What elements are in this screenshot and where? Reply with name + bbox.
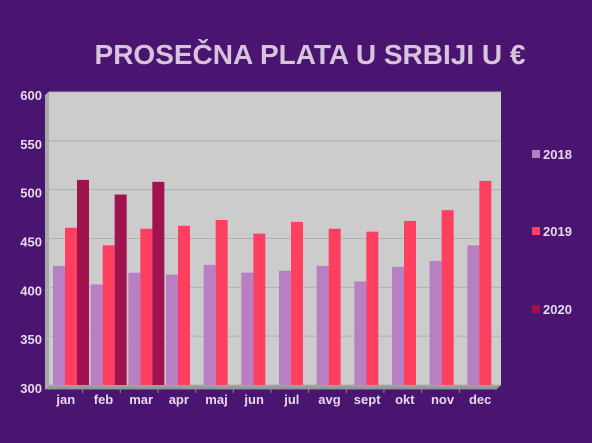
bar-2019-avg	[328, 228, 341, 385]
y-tick-label: 350	[20, 332, 42, 347]
bar-2018-apr	[166, 274, 178, 385]
legend: 2018 2019 2020	[532, 147, 572, 317]
y-tick-label: 400	[20, 283, 42, 298]
gridline-side-500	[44, 189, 50, 195]
bar-2019-dec	[479, 180, 492, 385]
x-tick-label-okt: okt	[395, 392, 415, 407]
chart-title: PROSEČNA PLATA U SRBIJI U €	[95, 38, 526, 70]
plot-floor	[45, 385, 501, 389]
bar-2018-jun	[241, 272, 254, 385]
x-tick-label-avg: avg	[318, 392, 340, 407]
bar-2018-okt	[392, 266, 404, 385]
x-tick-label-jul: jul	[283, 392, 299, 407]
bar-2019-jul	[291, 221, 303, 385]
bar-2020-feb	[114, 194, 127, 385]
x-tick-label-jun: jun	[243, 392, 264, 407]
y-tick-label: 500	[20, 186, 42, 201]
gridline-side-350	[44, 335, 50, 341]
y-tick-label: 600	[20, 88, 42, 103]
bar-2019-okt	[404, 220, 416, 385]
gridline-side-300	[44, 384, 50, 390]
x-tick-label-dec: dec	[469, 392, 491, 407]
bar-2019-mar	[140, 228, 153, 385]
x-tick-label-feb: feb	[94, 392, 114, 407]
x-tick-label-nov: nov	[431, 392, 455, 407]
x-tick-label-jan: jan	[55, 392, 75, 407]
bar-2019-jun	[253, 233, 266, 385]
axis-layer: 300 350 400 450 500 550 600 jan feb mar apr maj jun j…	[20, 88, 497, 407]
legend-label-2019: 2019	[543, 224, 572, 239]
bar-2018-nov	[429, 260, 442, 385]
bar-2018-jan	[53, 265, 65, 385]
y-tick-label: 300	[20, 381, 42, 396]
bar-2019-apr	[178, 225, 190, 385]
bar-2019-feb	[102, 245, 115, 385]
legend-swatch-2020	[532, 305, 540, 313]
bar-2018-jul	[279, 270, 291, 385]
x-tick-label-mar: mar	[129, 392, 153, 407]
bar-2020-jan	[77, 179, 89, 385]
gridline-side-600	[44, 91, 50, 97]
bar-2018-sept	[354, 281, 367, 385]
x-tick-label-sept: sept	[354, 392, 381, 407]
x-tick-label-apr: apr	[169, 392, 189, 407]
bar-2019-jan	[65, 227, 77, 385]
legend-label-2020: 2020	[543, 302, 572, 317]
y-tick-label: 550	[20, 137, 42, 152]
bar-2018-avg	[316, 265, 329, 385]
x-tick-label-maj: maj	[205, 392, 227, 407]
bar-2020-mar	[152, 181, 165, 385]
bar-2018-dec	[467, 245, 480, 385]
bar-2018-maj	[203, 264, 216, 385]
gridline-side-400	[44, 286, 50, 292]
y-tick-label: 450	[20, 235, 42, 250]
bar-2019-maj	[215, 219, 228, 385]
bar-2018-feb	[90, 284, 103, 385]
gridline-side-550	[44, 140, 50, 146]
bar-2019-nov	[441, 210, 454, 385]
bar-2018-mar	[128, 272, 141, 385]
bars-layer	[53, 179, 492, 385]
gridline-side-450	[44, 238, 50, 243]
bar-2019-sept	[366, 231, 379, 385]
legend-label-2018: 2018	[543, 147, 572, 162]
legend-swatch-2018	[532, 150, 540, 158]
legend-swatch-2019	[532, 227, 540, 235]
